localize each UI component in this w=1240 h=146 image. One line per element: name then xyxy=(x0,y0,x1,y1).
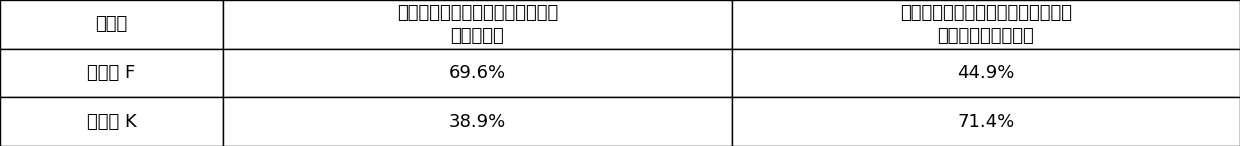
Text: 含有吲哚氮、喹啉氮、苯并噻吩硫、
二苯并噻吩硫的油品: 含有吲哚氮、喹啉氮、苯并噻吩硫、 二苯并噻吩硫的油品 xyxy=(900,4,1071,45)
Bar xyxy=(223,0,732,49)
Bar xyxy=(0,49,223,97)
Text: 69.6%: 69.6% xyxy=(449,64,506,82)
Text: 71.4%: 71.4% xyxy=(957,113,1014,131)
Text: 44.9%: 44.9% xyxy=(957,64,1014,82)
Bar xyxy=(0,0,223,49)
Text: 精制剂 K: 精制剂 K xyxy=(87,113,136,131)
Bar xyxy=(223,49,732,97)
Bar xyxy=(732,97,1240,146)
Text: 含有苯胺氮、吡啶氮、吡咯氮、噻
吩硫的油品: 含有苯胺氮、吡啶氮、吡咯氮、噻 吩硫的油品 xyxy=(397,4,558,45)
Bar xyxy=(223,97,732,146)
Text: 精制剂: 精制剂 xyxy=(95,15,128,33)
Bar xyxy=(0,97,223,146)
Bar xyxy=(732,0,1240,49)
Text: 精制剂 F: 精制剂 F xyxy=(88,64,135,82)
Bar xyxy=(732,49,1240,97)
Text: 38.9%: 38.9% xyxy=(449,113,506,131)
